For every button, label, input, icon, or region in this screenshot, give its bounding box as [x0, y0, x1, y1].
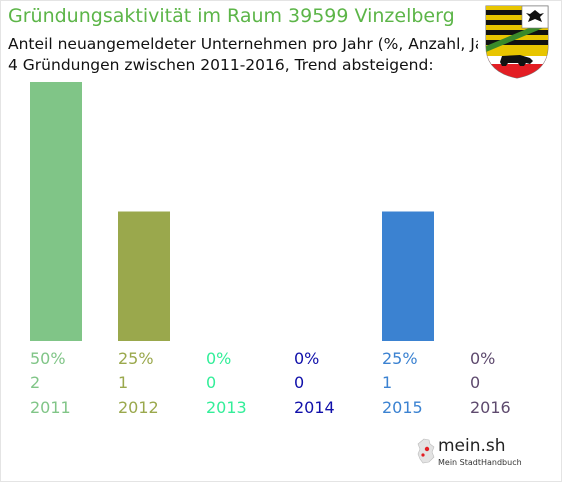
bar-chart: 50% 2 2011 25% 1 2012 0% 0 2013 0% 0 2014 25% 1 2015 0%…	[30, 82, 511, 417]
chart-title: Gründungsaktivität im Raum 39599 Vinzelb…	[8, 5, 455, 27]
percent-label-2011: 50%	[30, 349, 66, 368]
percent-label-2013: 0%	[206, 349, 231, 368]
percent-label-2015: 25%	[382, 349, 418, 368]
germany-map-icon	[417, 438, 435, 464]
year-label-2016: 2016	[470, 398, 511, 417]
logo-text: mein.sh	[438, 436, 506, 456]
bar-2011	[30, 82, 82, 341]
mein-sh-logo: mein.sh Mein StadtHandbuch	[416, 436, 526, 476]
logo-tagline: Mein StadtHandbuch	[438, 458, 522, 467]
year-label-2015: 2015	[382, 398, 423, 417]
year-label-2012: 2012	[118, 398, 159, 417]
count-label-2015: 1	[382, 373, 392, 392]
bar-2015	[382, 211, 434, 341]
count-label-2011: 2	[30, 373, 40, 392]
count-label-2013: 0	[206, 373, 216, 392]
count-label-2016: 0	[470, 373, 480, 392]
year-label-2014: 2014	[294, 398, 335, 417]
chart-summary: 4 Gründungen zwischen 2011-2016, Trend a…	[8, 56, 434, 74]
count-label-2012: 1	[118, 373, 128, 392]
count-label-2014: 0	[294, 373, 304, 392]
year-label-2011: 2011	[30, 398, 71, 417]
percent-label-2012: 25%	[118, 349, 154, 368]
coat-of-arms-icon	[478, 2, 556, 80]
percent-label-2016: 0%	[470, 349, 495, 368]
bar-2012	[118, 211, 170, 341]
year-label-2013: 2013	[206, 398, 247, 417]
percent-label-2014: 0%	[294, 349, 319, 368]
chart-subtitle: Anteil neuangemeldeter Unternehmen pro J…	[8, 35, 507, 53]
